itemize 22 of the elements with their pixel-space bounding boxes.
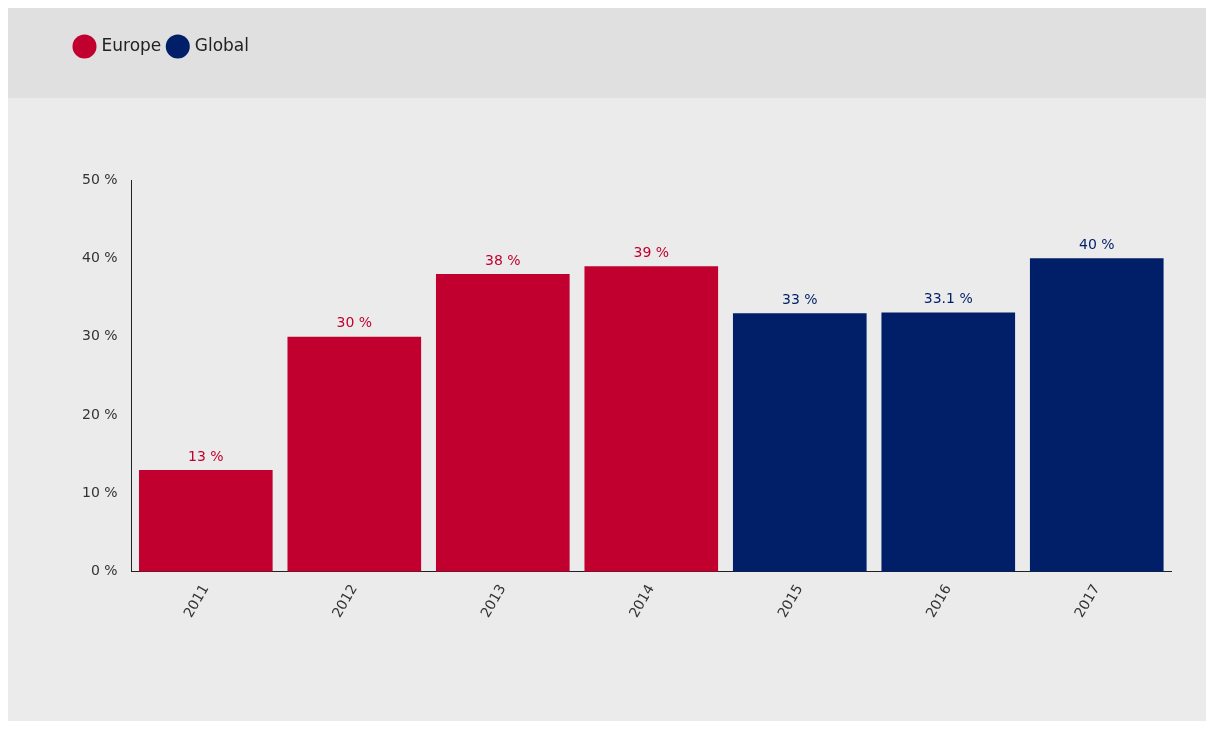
data-label: 39 % xyxy=(633,243,670,260)
bar xyxy=(881,312,1016,572)
data-label: 30 % xyxy=(336,314,373,331)
y-tick-label: 50 % xyxy=(81,170,118,187)
data-label: 40 % xyxy=(1078,235,1115,252)
data-label: 33.1 % xyxy=(923,290,973,307)
bar xyxy=(435,274,570,572)
data-label: 13 % xyxy=(188,447,224,464)
y-tick-label: 0 % xyxy=(90,562,118,579)
data-label: 33 % xyxy=(781,290,818,307)
bar xyxy=(584,266,719,572)
bar xyxy=(138,469,273,572)
y-tick-label: 10 % xyxy=(81,484,118,501)
bar xyxy=(1029,258,1164,572)
y-tick-label: 40 % xyxy=(81,248,118,265)
y-tick-label: 20 % xyxy=(81,405,118,422)
data-label: 38 % xyxy=(485,251,521,268)
bar xyxy=(732,313,867,572)
legend-label: Global xyxy=(194,34,250,55)
y-tick-label: 30 % xyxy=(81,327,118,344)
legend-label: Europe xyxy=(101,34,162,55)
bar xyxy=(287,336,422,572)
